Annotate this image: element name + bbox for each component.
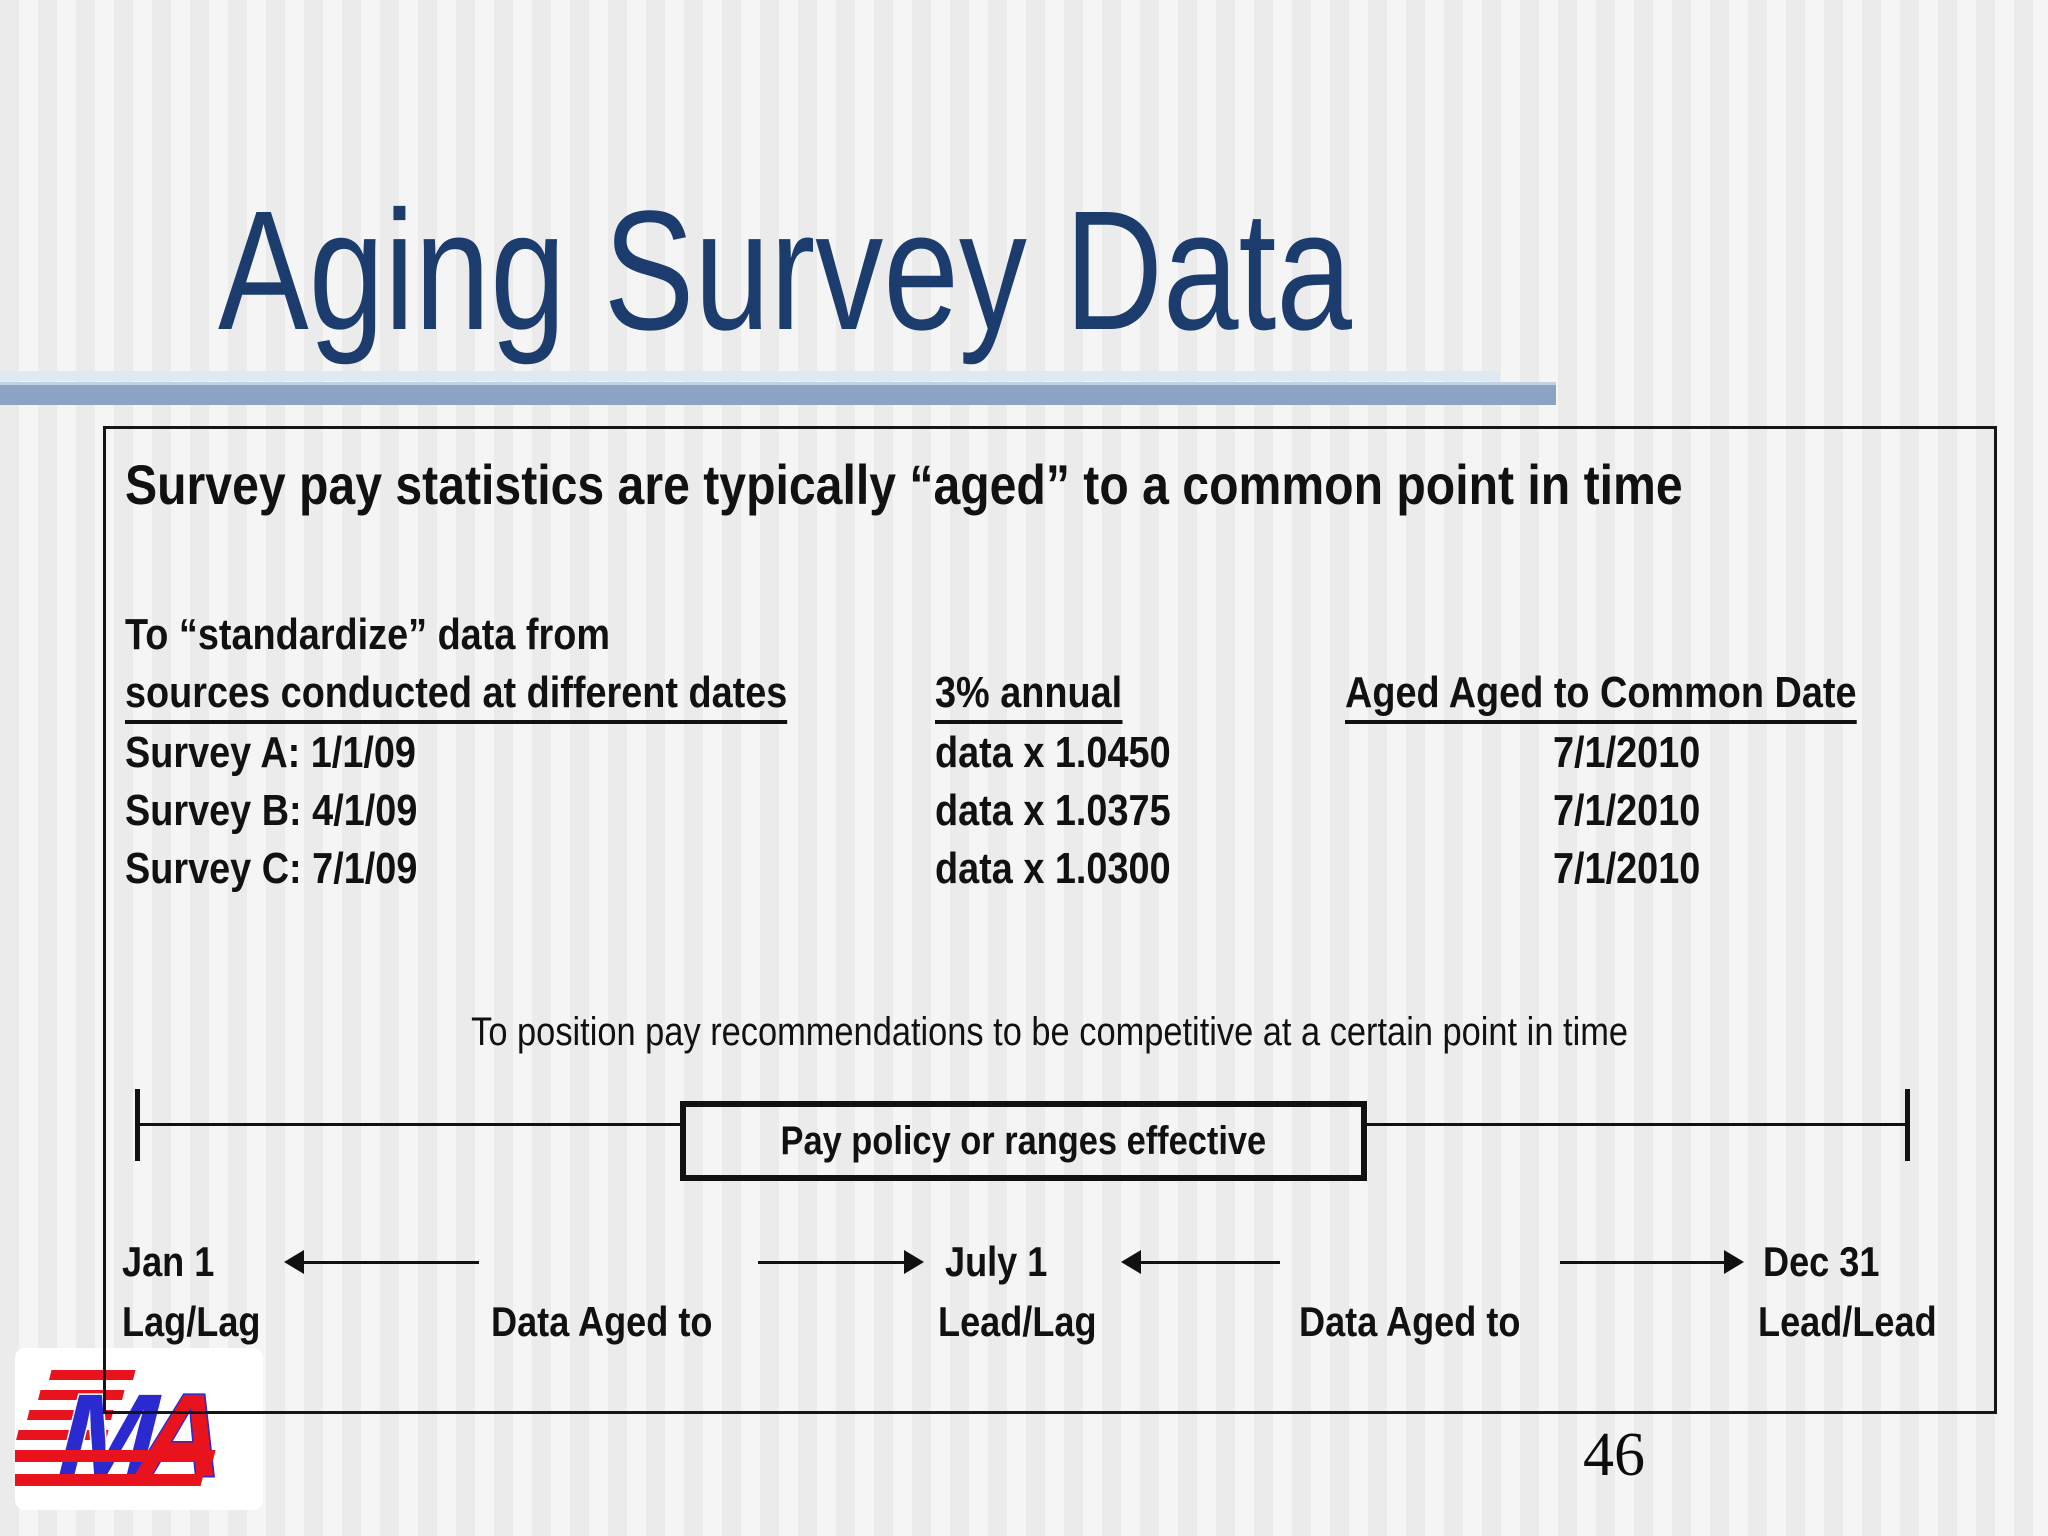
panel-heading-text: Survey pay statistics are typically “age…: [125, 453, 1683, 516]
panel-heading: Survey pay statistics are typically “age…: [125, 452, 1936, 517]
content-panel: [103, 426, 1997, 1414]
timeline-line-left: [137, 1123, 682, 1126]
table-row-aged-date: 7/1/2010: [1553, 786, 1701, 835]
aged-to-label-right: Data Aged to: [1299, 1298, 1521, 1345]
title-rule-glow: [0, 371, 1500, 381]
left-arrow-icon: [284, 1250, 479, 1274]
table-row-factor: data x 1.0375: [935, 786, 1171, 835]
table-row-aged-date: 7/1/2010: [1553, 844, 1701, 893]
timeline-end-tick: [1905, 1089, 1910, 1161]
page-title: Aging Survey Data: [218, 176, 1352, 366]
table-row-factor: data x 1.0450: [935, 728, 1171, 777]
col2-header: 3% annual: [935, 668, 1153, 724]
page-number: 46: [1583, 1421, 1645, 1489]
left-arrow-icon: [1121, 1250, 1280, 1274]
table-row-source: Survey B: 4/1/09: [125, 786, 418, 835]
date-label-july: July 1: [945, 1238, 1048, 1285]
strategy-label-lead-lag: Lead/Lag: [938, 1298, 1097, 1345]
date-label-dec: Dec 31: [1763, 1238, 1880, 1285]
timeline-line-right: [1365, 1123, 1910, 1126]
right-arrow-icon: [1560, 1250, 1744, 1274]
aged-to-label-left: Data Aged to: [491, 1298, 713, 1345]
policy-box: Pay policy or ranges effective: [680, 1101, 1367, 1181]
table-row-factor: data x 1.0300: [935, 844, 1171, 893]
title-rule: [0, 382, 1556, 405]
intro-line: To “standardize” data from: [125, 610, 610, 659]
col3-header: Aged Aged to Common Date: [1345, 668, 1940, 724]
policy-box-label: Pay policy or ranges effective: [780, 1118, 1267, 1163]
table-row-source: Survey C: 7/1/09: [125, 844, 418, 893]
col1-header: sources conducted at different dates: [125, 668, 895, 724]
position-note: To position pay recommendations to be co…: [471, 1010, 1629, 1054]
table-row-aged-date: 7/1/2010: [1553, 728, 1701, 777]
timeline-start-tick: [135, 1089, 140, 1161]
table-row-source: Survey A: 1/1/09: [125, 728, 416, 777]
date-label-jan: Jan 1: [122, 1238, 215, 1285]
company-logo: M A: [15, 1348, 263, 1510]
strategy-label-lead-lead: Lead/Lead: [1758, 1298, 1937, 1345]
right-arrow-icon: [758, 1250, 924, 1274]
strategy-label-lag-lag: Lag/Lag: [122, 1298, 261, 1345]
